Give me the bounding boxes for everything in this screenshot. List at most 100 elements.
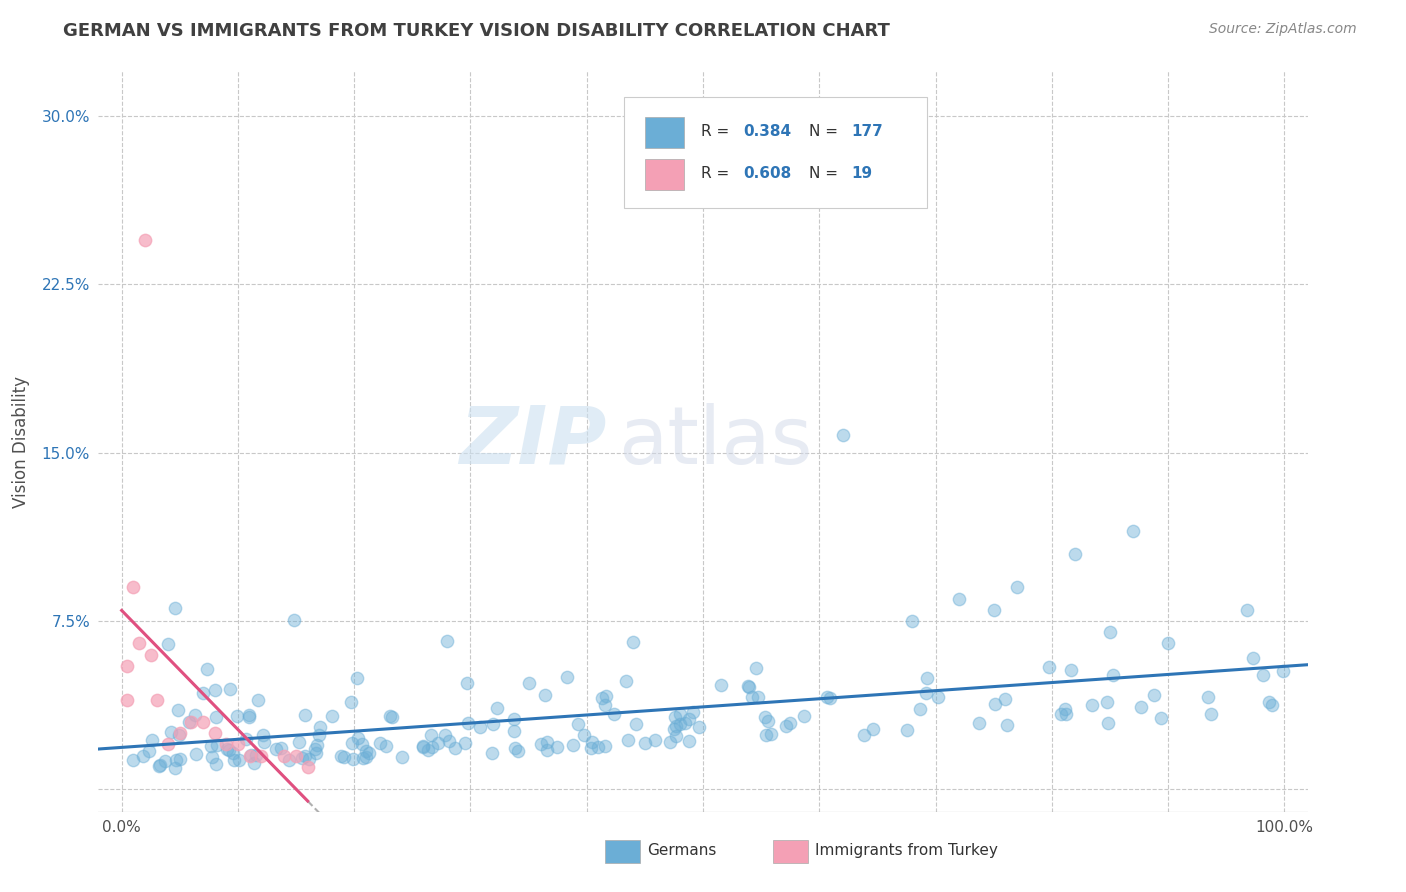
Point bbox=[132, 748, 155, 763]
Point bbox=[215, 741, 238, 756]
Point bbox=[391, 750, 413, 764]
Point bbox=[412, 739, 434, 754]
Point bbox=[291, 751, 314, 765]
Point bbox=[503, 723, 526, 738]
Point bbox=[995, 717, 1018, 731]
Point bbox=[1150, 711, 1173, 725]
Point bbox=[689, 720, 711, 734]
Point bbox=[1143, 688, 1166, 702]
Point bbox=[658, 735, 681, 749]
Point bbox=[456, 675, 478, 690]
Point bbox=[536, 743, 558, 757]
Point bbox=[434, 728, 457, 742]
Point bbox=[356, 750, 378, 764]
Point bbox=[775, 719, 797, 733]
Point bbox=[1054, 707, 1077, 722]
Text: R =: R = bbox=[700, 166, 734, 181]
FancyBboxPatch shape bbox=[645, 159, 683, 190]
Point bbox=[226, 738, 249, 752]
Point bbox=[1272, 665, 1295, 679]
Point bbox=[333, 750, 356, 764]
Point bbox=[321, 709, 343, 723]
Point bbox=[482, 716, 505, 731]
Point bbox=[595, 698, 617, 712]
Point bbox=[273, 748, 295, 763]
Point bbox=[1060, 663, 1083, 677]
Point bbox=[205, 756, 228, 771]
Point bbox=[252, 727, 274, 741]
Point bbox=[567, 717, 589, 731]
Text: 19: 19 bbox=[852, 166, 873, 181]
Point bbox=[117, 692, 139, 706]
Point bbox=[215, 738, 238, 752]
Point bbox=[530, 737, 553, 751]
Point bbox=[357, 746, 380, 760]
Point bbox=[1097, 695, 1119, 709]
Point bbox=[117, 659, 139, 673]
Point bbox=[329, 748, 352, 763]
Point bbox=[1258, 695, 1281, 709]
Point bbox=[621, 635, 644, 649]
Point bbox=[222, 753, 245, 767]
Point bbox=[508, 744, 530, 758]
Point bbox=[517, 675, 540, 690]
Point bbox=[221, 746, 243, 760]
Point bbox=[339, 696, 361, 710]
Point bbox=[444, 741, 467, 756]
Point bbox=[157, 738, 180, 752]
Point bbox=[309, 720, 332, 734]
Point bbox=[862, 723, 884, 737]
Point bbox=[239, 748, 262, 763]
Point bbox=[250, 748, 273, 763]
Point bbox=[967, 715, 990, 730]
Point bbox=[242, 756, 264, 771]
Point bbox=[793, 709, 815, 723]
Point bbox=[1241, 651, 1264, 665]
Point bbox=[238, 710, 260, 724]
Point bbox=[984, 697, 1007, 711]
Point bbox=[536, 735, 558, 749]
Point bbox=[297, 760, 319, 774]
Point bbox=[591, 690, 613, 705]
Point bbox=[1236, 602, 1258, 616]
Point bbox=[634, 736, 657, 750]
Point bbox=[901, 614, 924, 628]
Point bbox=[184, 708, 207, 723]
Point bbox=[228, 753, 250, 767]
Point bbox=[485, 701, 508, 715]
Point bbox=[754, 710, 776, 724]
Point bbox=[145, 692, 167, 706]
Point bbox=[285, 748, 308, 763]
Point bbox=[896, 723, 918, 737]
Point bbox=[157, 637, 180, 651]
Point bbox=[128, 636, 150, 650]
Point bbox=[468, 719, 491, 733]
Point bbox=[283, 613, 305, 627]
Point bbox=[238, 708, 260, 723]
Point bbox=[994, 692, 1017, 706]
Point bbox=[669, 716, 692, 731]
Text: N =: N = bbox=[810, 124, 844, 139]
Point bbox=[177, 714, 200, 729]
FancyBboxPatch shape bbox=[624, 97, 927, 209]
Point bbox=[165, 752, 187, 766]
Point bbox=[186, 747, 208, 761]
Point bbox=[304, 741, 326, 756]
Point bbox=[562, 738, 585, 752]
Point bbox=[235, 731, 257, 746]
Point bbox=[644, 732, 666, 747]
Point bbox=[586, 740, 609, 755]
Point bbox=[1053, 702, 1076, 716]
Point bbox=[352, 737, 374, 751]
Point bbox=[1064, 547, 1087, 561]
Point bbox=[678, 712, 700, 726]
Point bbox=[595, 689, 617, 703]
Point bbox=[756, 714, 779, 728]
Point bbox=[675, 715, 697, 730]
Point bbox=[745, 661, 768, 675]
Point bbox=[419, 728, 441, 742]
Point bbox=[761, 727, 783, 741]
Point bbox=[378, 709, 401, 723]
Point bbox=[1251, 668, 1274, 682]
Point bbox=[908, 702, 931, 716]
